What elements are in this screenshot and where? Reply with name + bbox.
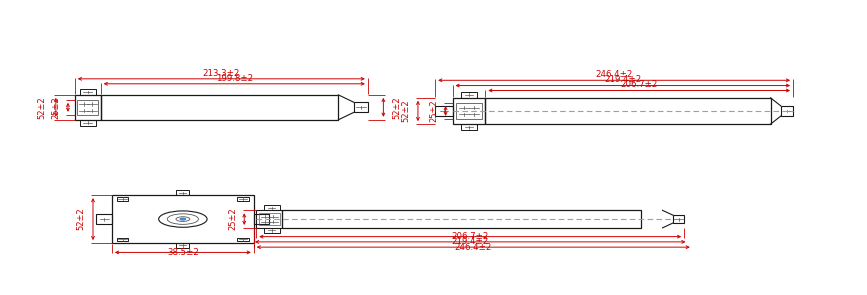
Text: 246.4±2: 246.4±2 <box>596 70 633 79</box>
Bar <box>80 120 95 126</box>
Text: 206.7±2: 206.7±2 <box>621 80 658 89</box>
Bar <box>461 92 477 98</box>
Text: 219.4±2: 219.4±2 <box>604 76 642 84</box>
Text: 38.5±2: 38.5±2 <box>167 248 199 257</box>
Bar <box>486 98 771 124</box>
Bar <box>354 102 368 112</box>
Bar <box>254 214 270 224</box>
Bar <box>96 214 112 224</box>
Text: 52±2: 52±2 <box>37 96 47 119</box>
Bar <box>283 210 641 228</box>
Bar <box>435 106 453 116</box>
Text: 25±2: 25±2 <box>51 96 61 119</box>
Text: 213.3±2: 213.3±2 <box>203 69 240 78</box>
Bar <box>673 215 684 223</box>
Bar <box>75 95 101 120</box>
Bar <box>456 103 482 119</box>
Bar <box>453 98 486 124</box>
Bar <box>101 95 338 120</box>
Bar <box>176 191 189 195</box>
Bar <box>176 243 189 248</box>
Bar <box>117 197 128 201</box>
Bar <box>238 237 249 241</box>
Bar <box>238 197 249 201</box>
Bar <box>112 195 254 243</box>
Bar <box>257 210 283 228</box>
Text: 52±2: 52±2 <box>393 96 401 119</box>
Text: 206.7±2: 206.7±2 <box>452 232 489 241</box>
Text: 219.4±2: 219.4±2 <box>452 237 489 246</box>
Text: 246.4±2: 246.4±2 <box>454 242 492 252</box>
Bar <box>117 237 128 241</box>
Bar <box>264 228 280 233</box>
Bar <box>259 213 280 225</box>
Text: 199.8±2: 199.8±2 <box>216 74 253 83</box>
Bar <box>77 100 98 115</box>
Bar <box>461 124 477 130</box>
Text: 52±2: 52±2 <box>76 208 85 230</box>
Circle shape <box>180 218 186 220</box>
Text: 25±2: 25±2 <box>229 208 238 230</box>
Text: 52±2: 52±2 <box>401 100 410 122</box>
Bar <box>264 205 280 210</box>
Bar <box>80 89 95 95</box>
Text: 25±2: 25±2 <box>430 100 439 122</box>
Bar <box>781 106 793 116</box>
